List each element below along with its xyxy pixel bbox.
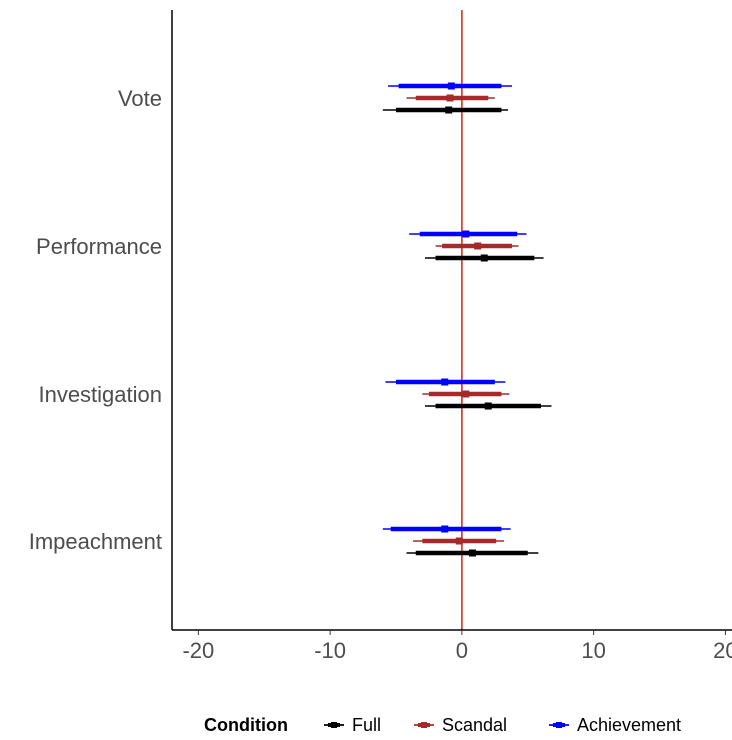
y-tick-label: Impeachment xyxy=(29,529,162,554)
y-tick-label: Performance xyxy=(36,234,162,259)
legend-label-full: Full xyxy=(352,715,381,735)
x-tick-label: -10 xyxy=(314,638,346,663)
x-tick-label: -20 xyxy=(182,638,214,663)
legend: Condition Full Scandal Achievement xyxy=(204,715,681,735)
point-scandal-impeachment xyxy=(455,537,463,545)
legend-key-point-scandal xyxy=(421,722,427,728)
point-achievement-impeachment xyxy=(441,525,449,533)
point-achievement-investigation xyxy=(441,378,449,386)
legend-label-achievement: Achievement xyxy=(577,715,681,735)
point-full-vote xyxy=(445,106,453,114)
point-scandal-investigation xyxy=(462,390,470,398)
point-achievement-performance xyxy=(462,230,470,238)
x-tick-label: 0 xyxy=(456,638,468,663)
legend-title: Condition xyxy=(204,715,288,735)
point-full-impeachment xyxy=(468,549,476,557)
legend-key-point-achievement xyxy=(556,722,562,728)
point-scandal-performance xyxy=(474,242,482,250)
legend-label-scandal: Scandal xyxy=(442,715,507,735)
y-tick-label: Vote xyxy=(118,86,162,111)
legend-key-point-full xyxy=(331,722,337,728)
point-full-performance xyxy=(480,254,488,262)
y-tick-label: Investigation xyxy=(38,382,162,407)
x-tick-label: 20 xyxy=(713,638,732,663)
point-achievement-vote xyxy=(447,82,455,90)
point-full-investigation xyxy=(484,402,492,410)
point-scandal-vote xyxy=(446,94,454,102)
x-tick-label: 10 xyxy=(581,638,605,663)
